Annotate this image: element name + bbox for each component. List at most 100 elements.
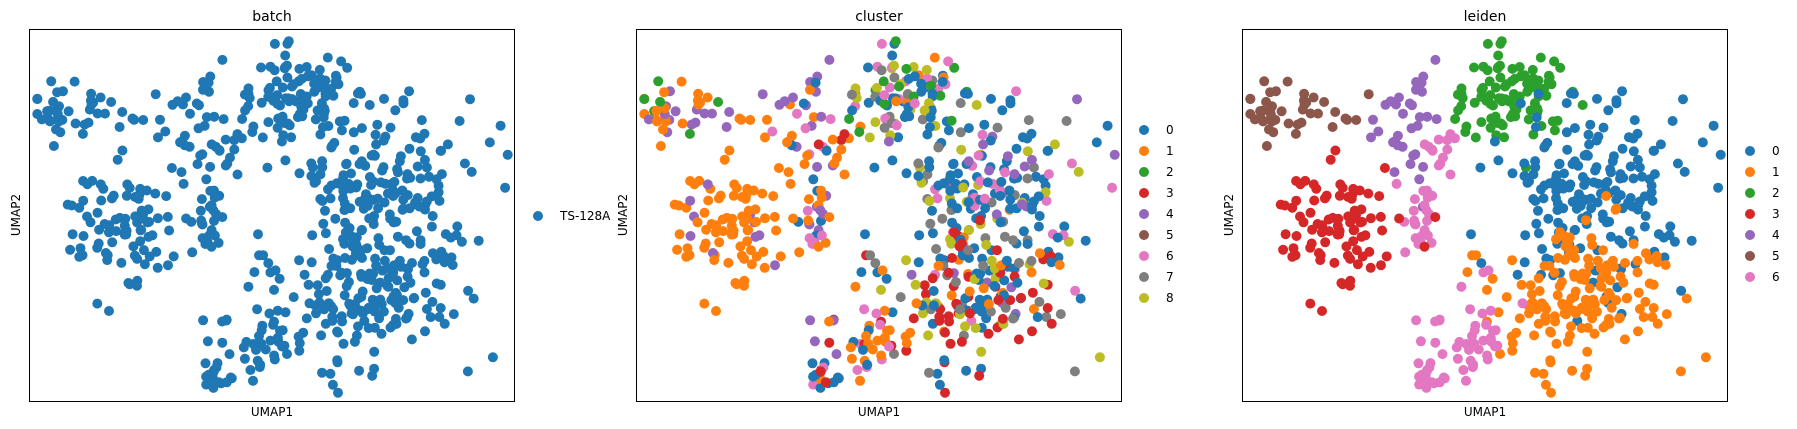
scatter-point	[1551, 173, 1561, 184]
scatter-point	[802, 150, 813, 161]
scatter-point	[903, 73, 914, 84]
scatter-point	[824, 337, 835, 348]
scatter-point	[1493, 50, 1504, 61]
scatter-point	[303, 279, 314, 290]
scatter-point	[1659, 252, 1670, 263]
scatter-point	[856, 267, 867, 278]
scatter-point	[1606, 302, 1617, 313]
scatter-point	[274, 273, 285, 284]
scatter-point	[1665, 221, 1676, 232]
scatter-point	[916, 86, 927, 97]
scatter-point	[1639, 221, 1650, 232]
scatter-point	[1299, 88, 1310, 99]
legend-marker	[1745, 188, 1755, 198]
axes-frame	[1242, 29, 1728, 402]
legend-marker	[1139, 251, 1149, 261]
scatter-point	[1517, 298, 1528, 309]
legend-label: 1	[1772, 165, 1780, 179]
scatter-point	[116, 257, 127, 268]
scatter-point	[798, 98, 809, 109]
scatter-point	[1501, 292, 1512, 303]
scatter-point	[945, 173, 955, 184]
scatter-point	[771, 225, 782, 236]
scatter-point	[309, 78, 320, 89]
legend-label: 4	[1166, 207, 1174, 221]
scatter-point	[1603, 105, 1614, 116]
scatter-point	[296, 73, 307, 84]
scatter-point	[436, 169, 447, 180]
scatter-point	[1549, 311, 1560, 322]
scatter-point	[860, 229, 870, 240]
scatter-point	[1349, 224, 1360, 235]
scatter-point	[106, 193, 117, 204]
scatter-point	[128, 241, 139, 252]
scatter-point	[1648, 303, 1659, 313]
scatter-point	[1632, 154, 1643, 165]
scatter-point	[1522, 86, 1533, 97]
scatter-point	[320, 88, 331, 99]
scatter-point	[728, 225, 739, 236]
scatter-point	[889, 72, 900, 83]
scatter-point	[754, 230, 765, 241]
scatter-point	[723, 257, 734, 268]
scatter-point	[1354, 185, 1365, 196]
scatter-point	[371, 260, 382, 271]
scatter-point	[1584, 283, 1595, 294]
scatter-point	[1551, 185, 1562, 196]
scatter-point	[1540, 379, 1551, 390]
scatter-point	[1667, 116, 1678, 126]
scatter-point	[1319, 97, 1330, 107]
scatter-point	[1708, 120, 1719, 131]
scatter-point	[1569, 197, 1580, 208]
scatter-point	[342, 62, 353, 73]
scatter-point	[731, 182, 742, 193]
scatter-point	[63, 106, 74, 117]
scatter-point	[1381, 251, 1392, 262]
legend-label: 3	[1772, 207, 1780, 221]
scatter-point	[1507, 168, 1518, 179]
scatter-point	[1453, 105, 1464, 116]
scatter-point	[743, 224, 754, 235]
scatter-point	[427, 296, 438, 307]
scatter-point	[785, 178, 796, 189]
scatter-point	[434, 312, 445, 322]
scatter-point	[940, 387, 950, 398]
scatter-point	[1530, 162, 1541, 173]
scatter-point	[836, 144, 847, 155]
scatter-point	[746, 259, 757, 270]
scatter-point	[272, 122, 283, 133]
scatter-point	[949, 62, 960, 73]
panel-cluster: cluster UMAP1 UMAP2 0 1 2 3 4 5 6 7 8	[616, 9, 1174, 419]
scatter-point	[1052, 232, 1063, 243]
scatter-point	[993, 295, 1004, 306]
scatter-point	[371, 283, 382, 294]
scatter-point	[1324, 226, 1335, 237]
scatter-point	[718, 226, 729, 237]
scatter-point	[1041, 312, 1052, 322]
scatter-point	[891, 96, 902, 107]
scatter-point	[937, 213, 948, 224]
scatter-point	[217, 337, 228, 348]
scatter-point	[997, 105, 1008, 116]
scatter-point	[319, 80, 330, 91]
y-axis-label: UMAP2	[9, 194, 23, 236]
scatter-point	[751, 216, 761, 227]
scatter-point	[861, 331, 871, 341]
scatter-point	[368, 268, 379, 279]
scatter-point	[1581, 176, 1592, 187]
scatter-point	[1493, 307, 1504, 318]
scatter-point	[1365, 213, 1376, 224]
scatter-point	[1530, 367, 1540, 378]
scatter-point	[1376, 260, 1386, 271]
scatter-point	[924, 162, 935, 173]
scatter-point	[1409, 194, 1420, 205]
scatter-point	[1660, 260, 1671, 270]
scatter-point	[264, 82, 275, 93]
scatter-point	[389, 176, 400, 187]
scatter-point	[1408, 150, 1419, 161]
scatter-point	[887, 50, 898, 61]
scatter-point	[1605, 167, 1616, 178]
scatter-point	[931, 244, 942, 254]
scatter-point	[748, 185, 759, 196]
scatter-point	[401, 235, 412, 246]
